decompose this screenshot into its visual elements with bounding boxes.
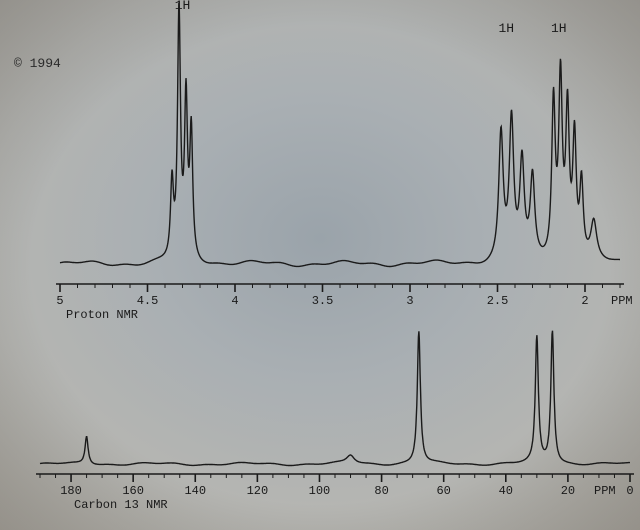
tick-label: 160 xyxy=(122,484,144,498)
tick-label: 140 xyxy=(184,484,206,498)
vignette xyxy=(0,0,640,530)
tick-label: 5 xyxy=(56,294,63,308)
tick-label: 60 xyxy=(436,484,450,498)
tick-label: 2 xyxy=(581,294,588,308)
unit-label: PPM xyxy=(594,484,616,498)
tick-label: 180 xyxy=(60,484,82,498)
tick-label: 20 xyxy=(561,484,575,498)
page-canvas: 5 4.5 4 3.5 3 2.5 2 PPM Proton NMR 1H 1H 1H 180 160 1… xyxy=(0,0,640,530)
tick-label: 0 xyxy=(626,484,633,498)
tick-label: 4.5 xyxy=(137,294,159,308)
peak-label: 1H xyxy=(498,21,514,36)
tick-label: 40 xyxy=(499,484,513,498)
proton-title: Proton NMR xyxy=(66,308,138,322)
tick-label: 4 xyxy=(231,294,238,308)
tick-label: 80 xyxy=(374,484,388,498)
tick-label: 2.5 xyxy=(487,294,509,308)
tick-label: 3 xyxy=(406,294,413,308)
tick-label: 100 xyxy=(309,484,331,498)
peak-label: 1H xyxy=(175,0,191,13)
carbon-title: Carbon 13 NMR xyxy=(74,498,168,512)
tick-label: 120 xyxy=(247,484,269,498)
peak-label: 1H xyxy=(551,21,567,36)
copyright-text: © 1994 xyxy=(14,56,61,71)
tick-label: 3.5 xyxy=(312,294,334,308)
unit-label: PPM xyxy=(611,294,633,308)
